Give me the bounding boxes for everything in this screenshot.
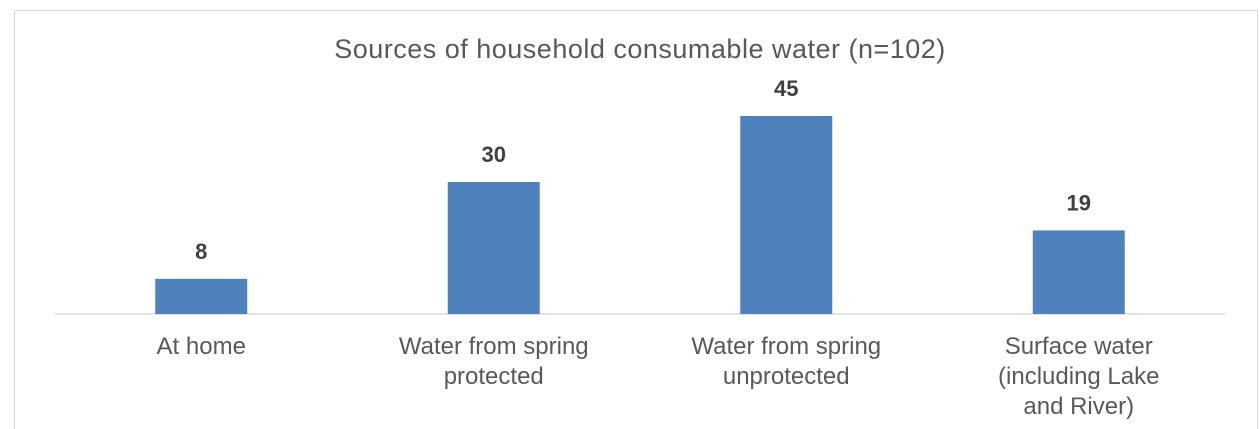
value-label-3: 19 [1067,190,1091,215]
value-label-1: 30 [482,142,506,167]
category-label-line: Water from spring [399,333,589,360]
category-label-line: Water from spring [691,333,881,360]
category-label-0: At home [157,333,246,360]
bars-layer [155,116,1125,314]
bar-3 [1032,230,1125,314]
category-label-line: protected [444,363,544,390]
value-labels-layer: 8 30 45 19 [195,76,1091,264]
category-label-line: (including Lake [998,363,1159,390]
category-label-3: Surface water (including Lake and River) [998,333,1159,420]
category-label-line: unprotected [723,363,850,390]
bar-1 [447,182,540,314]
bar-0 [155,278,248,314]
bar-2 [740,116,833,314]
value-label-0: 8 [195,239,207,264]
category-label-line: and River) [1023,393,1134,420]
category-label-2: Water from spring unprotected [691,333,881,390]
chart-title: Sources of household consumable water (n… [334,34,946,64]
category-label-line: At home [157,333,246,360]
value-label-2: 45 [774,76,798,101]
category-label-1: Water from spring protected [399,333,589,390]
chart-frame [14,10,1258,429]
category-label-line: Surface water [1005,333,1153,360]
